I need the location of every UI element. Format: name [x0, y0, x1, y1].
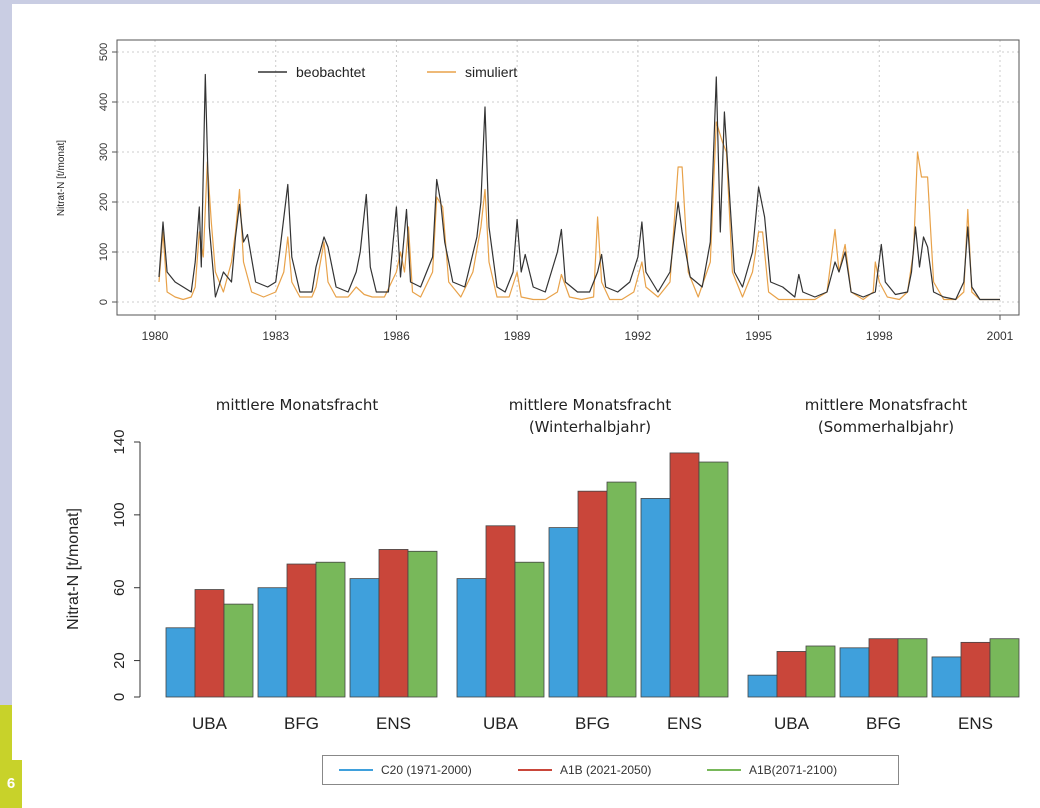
bar-ens-1	[960, 641, 991, 698]
top-chart-y-label: Nitrat-N [t/monat]	[56, 140, 67, 216]
legend-label-c20: C20 (1971-2000)	[381, 763, 472, 777]
x-tick-label: 1995	[745, 329, 772, 343]
top-chart-plot-area	[116, 39, 1020, 316]
bar-ens-1	[669, 452, 700, 698]
top-chart-grid	[117, 40, 1019, 315]
bar-bfg-1	[868, 638, 899, 698]
bar-ens-1	[378, 549, 409, 698]
x-tick-label: 1989	[504, 329, 531, 343]
bar-ens-2	[698, 461, 729, 698]
category-label: UBA	[483, 714, 519, 733]
group-title: (Sommerhalbjahr)	[818, 418, 954, 436]
bar-uba-0	[747, 674, 778, 698]
top-chart-y-axis: 0 100 200 300 400 500	[98, 43, 117, 305]
bar-uba-1	[194, 589, 225, 698]
series-line-beobachtet	[158, 73, 1000, 301]
bar-ens-0	[349, 578, 380, 698]
y-tick-label: 0	[98, 299, 110, 305]
bar-bfg-2	[897, 638, 928, 698]
legend-label-a1b-2071: A1B(2071-2100)	[749, 763, 838, 777]
x-tick-label: 1992	[625, 329, 652, 343]
category-label: BFG	[284, 714, 319, 733]
category-label: ENS	[667, 714, 702, 733]
bar-uba-0	[165, 627, 196, 698]
group-title: mittlere Monatsfracht	[509, 396, 672, 414]
bar-uba-1	[776, 651, 807, 698]
time-series-chart: 0 100 200 300 400 500 1980 1983 1986 1989 1992 199…	[56, 39, 1020, 343]
bar-y-tick-label: 60	[111, 579, 128, 596]
group-title: (Winterhalbjahr)	[529, 418, 651, 436]
figure-number-badge: 6	[0, 760, 22, 808]
series-line-simuliert	[158, 121, 1000, 301]
bar-chart-group-titles: mittlere Monatsfracht mittlere Monatsfrac…	[216, 396, 968, 436]
bar-uba-2	[514, 561, 545, 698]
legend-swatch-a1b-2071	[707, 769, 741, 771]
x-tick-label: 1998	[866, 329, 893, 343]
group-title: mittlere Monatsfracht	[216, 396, 379, 414]
bar-bfg-1	[577, 490, 608, 698]
bar-uba-2	[223, 603, 254, 698]
bar-chart-y-label: Nitrat-N [t/monat]	[65, 508, 82, 630]
legend-label-a1b-2021: A1B (2021-2050)	[560, 763, 652, 777]
legend-label-simuliert: simuliert	[465, 64, 517, 80]
y-tick-label: 300	[98, 143, 110, 161]
x-tick-label: 1983	[262, 329, 289, 343]
bar-ens-2	[407, 550, 438, 698]
bar-ens-2	[989, 638, 1020, 698]
bar-uba-0	[456, 578, 487, 698]
bar-y-tick-label: 20	[111, 652, 128, 669]
category-label: UBA	[192, 714, 228, 733]
top-chart-series	[158, 73, 1000, 301]
y-tick-label: 500	[98, 43, 110, 61]
bar-bfg-0	[839, 647, 870, 698]
category-label: ENS	[376, 714, 411, 733]
bar-chart-y-axis: 0 20 60 100 140	[111, 429, 141, 701]
top-chart-x-axis: 1980 1983 1986 1989 1992 1995 1998 2001	[142, 315, 1014, 343]
bar-bfg-1	[286, 563, 317, 698]
top-border	[0, 0, 1040, 4]
top-chart-legend: beobachtet simuliert	[258, 64, 517, 80]
y-tick-label: 400	[98, 93, 110, 111]
group-title: mittlere Monatsfracht	[805, 396, 968, 414]
bar-chart-bars	[165, 452, 1020, 698]
bar-y-tick-label: 100	[111, 502, 128, 527]
y-tick-label: 200	[98, 193, 110, 211]
bar-ens-0	[931, 656, 962, 698]
legend-swatch-a1b-2021	[518, 769, 552, 771]
x-tick-label: 1986	[383, 329, 410, 343]
bar-chart-legend: C20 (1971-2000) A1B (2021-2050) A1B(2071…	[322, 755, 899, 785]
category-label: UBA	[774, 714, 810, 733]
bar-y-tick-label: 140	[111, 429, 128, 454]
bar-chart: mittlere Monatsfracht mittlere Monatsfrac…	[65, 396, 1020, 733]
category-label: BFG	[866, 714, 901, 733]
bar-uba-1	[485, 525, 516, 698]
bar-bfg-2	[606, 481, 637, 698]
left-border	[0, 0, 12, 705]
legend-swatch-c20	[339, 769, 373, 771]
bar-chart-category-labels: UBA BFG ENS UBA BFG ENS UBA BFG ENS	[192, 714, 993, 733]
category-label: ENS	[958, 714, 993, 733]
bar-ens-0	[640, 498, 671, 698]
y-tick-label: 100	[98, 243, 110, 261]
category-label: BFG	[575, 714, 610, 733]
bar-y-tick-label: 0	[111, 693, 128, 701]
x-tick-label: 1980	[142, 329, 169, 343]
x-tick-label: 2001	[987, 329, 1014, 343]
legend-label-beobachtet: beobachtet	[296, 64, 365, 80]
bar-bfg-0	[257, 587, 288, 698]
bar-bfg-0	[548, 527, 579, 698]
bar-bfg-2	[315, 561, 346, 698]
bar-uba-2	[805, 645, 836, 698]
